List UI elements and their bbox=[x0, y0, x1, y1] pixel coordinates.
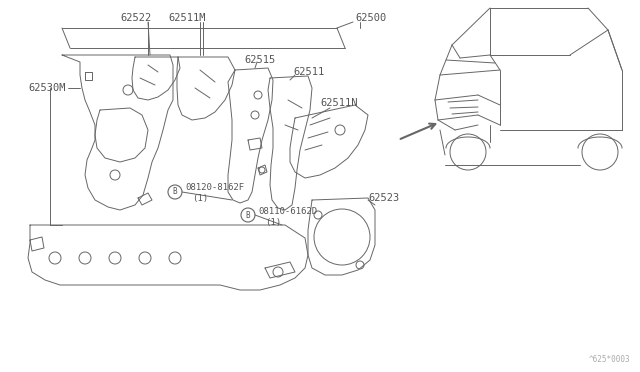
Text: 08110-6162D: 08110-6162D bbox=[258, 208, 317, 217]
Text: 62522: 62522 bbox=[120, 13, 151, 23]
Text: 62523: 62523 bbox=[368, 193, 399, 203]
Text: (1): (1) bbox=[192, 193, 208, 202]
Text: 62511M: 62511M bbox=[168, 13, 205, 23]
Text: B: B bbox=[246, 211, 250, 219]
Text: 08120-8162F: 08120-8162F bbox=[185, 183, 244, 192]
Text: 62530M: 62530M bbox=[28, 83, 65, 93]
Text: ^625*0003: ^625*0003 bbox=[588, 355, 630, 364]
Text: 62500: 62500 bbox=[355, 13, 387, 23]
Text: B: B bbox=[173, 187, 177, 196]
Text: 62511N: 62511N bbox=[320, 98, 358, 108]
Text: 62515: 62515 bbox=[244, 55, 275, 65]
Text: (1): (1) bbox=[265, 218, 281, 227]
Text: 62511: 62511 bbox=[293, 67, 324, 77]
